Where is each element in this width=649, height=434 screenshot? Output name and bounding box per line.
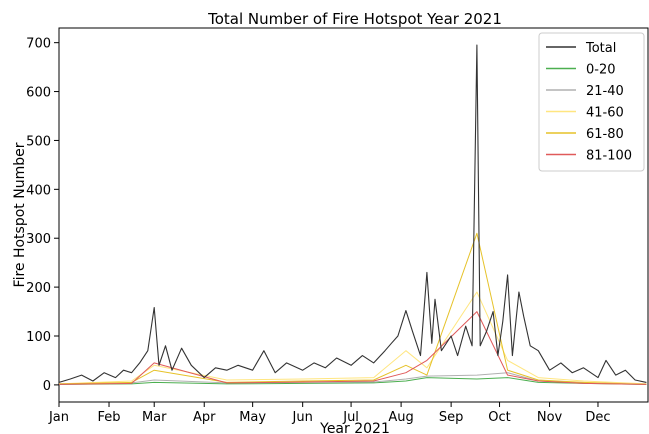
legend-label: 41-60: [586, 106, 624, 121]
x-tick-label: Nov: [537, 410, 563, 425]
y-tick-label: 100: [26, 330, 51, 345]
x-tick-label: Jul: [342, 410, 359, 425]
x-tick-label: Oct: [488, 410, 510, 425]
y-tick-label: 500: [26, 134, 51, 149]
series-line-61-80: [58, 232, 647, 385]
legend: Total 0-20 21-40 41-60 61-80 81-100: [538, 32, 645, 172]
series-line-81-100: [58, 311, 647, 385]
x-axis: Jan Feb Mar Apr May Jun Jul Aug Sep Oct Nov Dec: [48, 402, 611, 425]
legend-box: [538, 32, 645, 172]
y-axis: 0 100 200 300 400 500 600 700: [26, 37, 59, 394]
series-line-total: [58, 44, 647, 383]
y-tick-label: 0: [43, 379, 51, 394]
series-line-0-20: [58, 377, 647, 385]
x-tick-label: Feb: [98, 410, 121, 425]
legend-label: 61-80: [586, 127, 624, 142]
series-layer: [58, 44, 647, 385]
y-axis-label: Fire Hotspot Number: [12, 142, 28, 287]
legend-label: Total: [585, 41, 616, 56]
y-tick-label: 700: [26, 37, 51, 52]
legend-label: 81-100: [586, 149, 632, 164]
chart-title: Total Number of Fire Hotspot Year 2021: [207, 10, 502, 28]
x-tick-label: Aug: [388, 410, 413, 425]
series-line-41-60: [58, 291, 647, 385]
y-tick-label: 200: [26, 281, 51, 296]
y-tick-label: 300: [26, 232, 51, 247]
plot-frame: [58, 27, 649, 403]
x-tick-label: Mar: [142, 410, 167, 425]
x-tick-label: May: [239, 410, 266, 425]
x-tick-label: Apr: [193, 410, 216, 425]
x-axis-label: Year 2021: [319, 421, 390, 434]
x-tick-label: Jun: [292, 410, 313, 425]
x-tick-label: Dec: [585, 410, 610, 425]
y-tick-label: 600: [26, 86, 51, 101]
x-tick-label: Sep: [439, 410, 464, 425]
legend-label: 0-20: [586, 63, 616, 78]
plot-area: Jan Feb Mar Apr May Jun Jul Aug Sep Oct Nov Dec 0 10…: [26, 27, 649, 425]
x-tick-label: Jan: [48, 410, 69, 425]
legend-label: 21-40: [586, 84, 624, 99]
y-tick-label: 400: [26, 183, 51, 198]
